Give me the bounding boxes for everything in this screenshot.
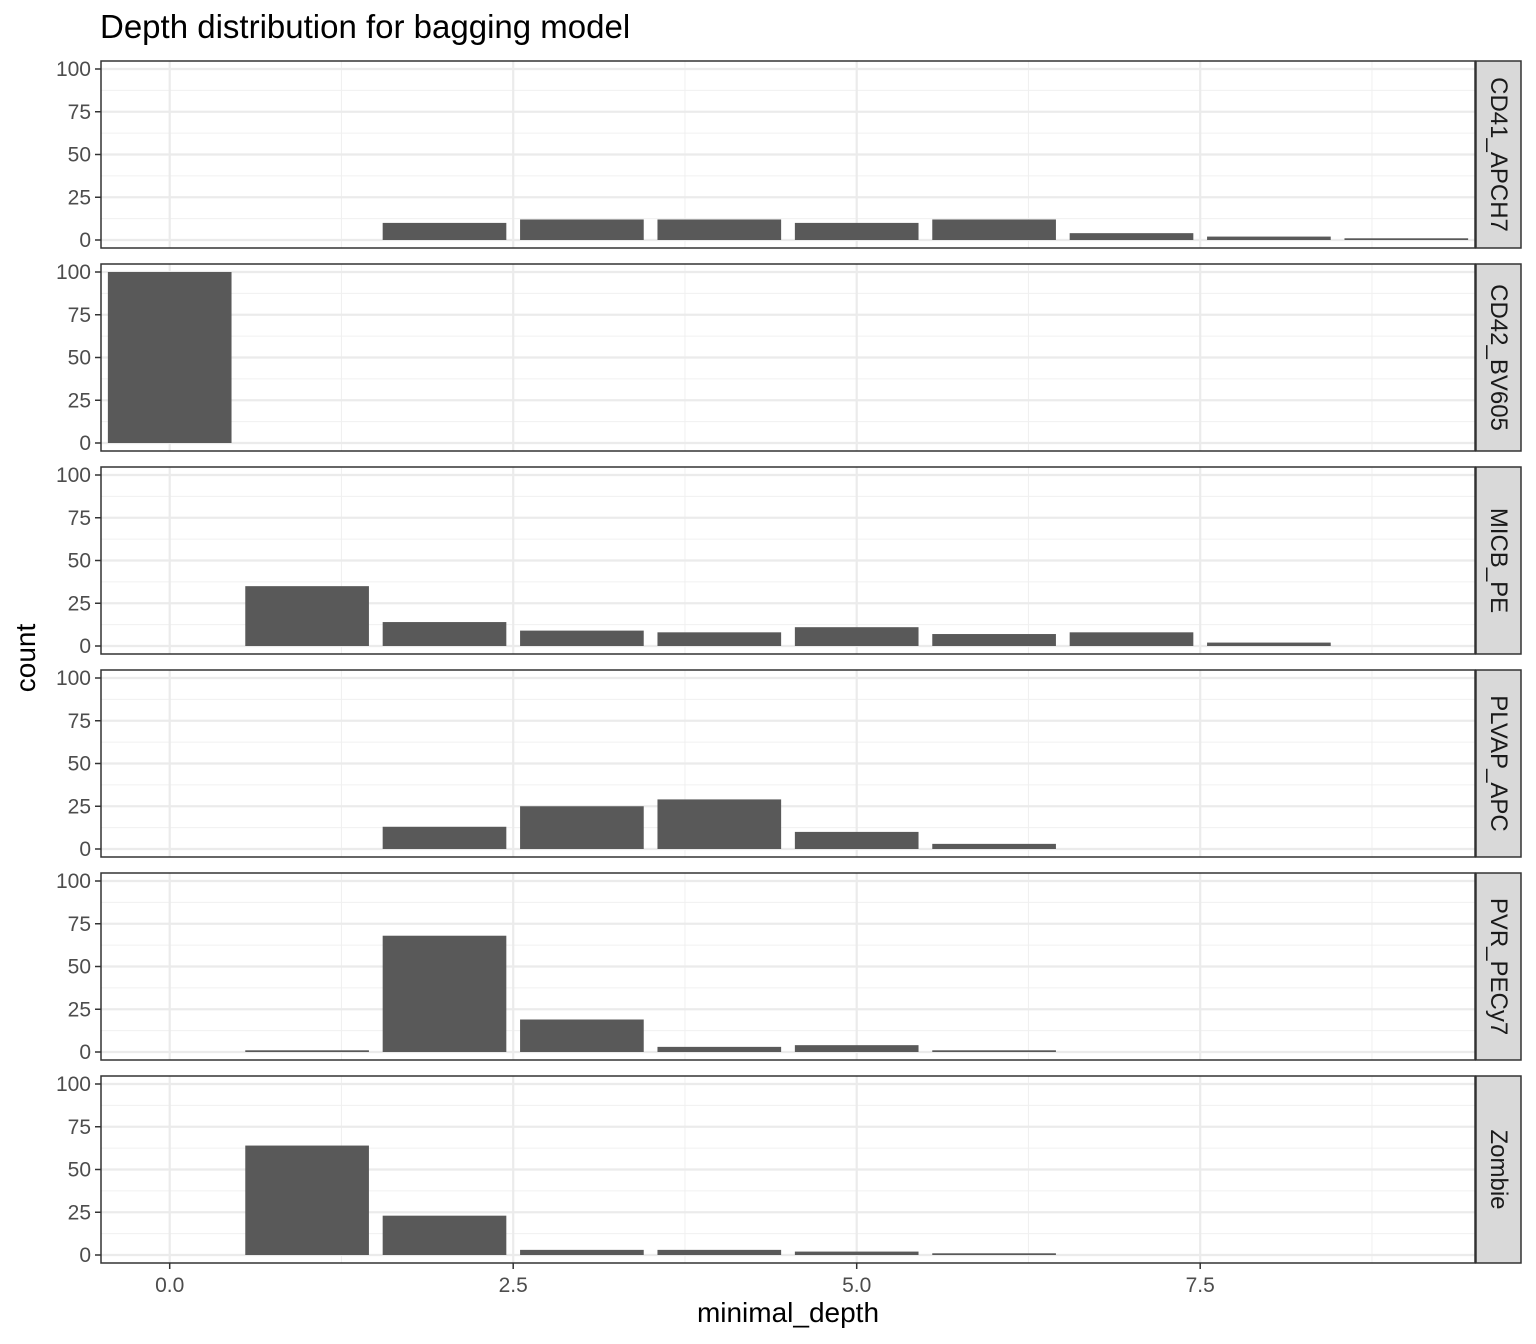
y-tick-label: 0 — [79, 229, 91, 252]
y-tick-label: 75 — [68, 507, 91, 530]
y-tick-label: 50 — [68, 956, 91, 979]
bar — [932, 634, 1056, 646]
bar — [520, 1249, 644, 1255]
facet-strip — [1475, 263, 1522, 452]
bar — [932, 1050, 1056, 1052]
y-tick-label: 100 — [56, 870, 91, 893]
bar — [657, 1046, 782, 1052]
bar — [794, 831, 919, 849]
y-tick-label: 75 — [68, 710, 91, 733]
facet-panel: 0 25 50 75 100 CD42_BV605 — [56, 261, 1522, 455]
facet-strip — [1475, 669, 1522, 858]
y-axis-title: count — [10, 624, 41, 693]
bar — [107, 272, 232, 443]
y-tick-label: 75 — [68, 913, 91, 936]
bar — [245, 1050, 369, 1052]
bar — [1069, 233, 1194, 240]
y-tick-label: 50 — [68, 550, 91, 573]
facet-strip — [1475, 872, 1522, 1061]
bar — [794, 1251, 919, 1255]
x-tick-label: 5.0 — [842, 1274, 871, 1297]
bar — [245, 586, 369, 646]
x-tick-label: 2.5 — [499, 1274, 528, 1297]
bar — [932, 219, 1056, 240]
y-tick-label: 75 — [68, 1116, 91, 1139]
bar — [382, 935, 507, 1052]
bar — [794, 1045, 919, 1052]
bar — [382, 1215, 507, 1255]
facet-panel: 0 25 50 75 100 PLVAP_APC — [56, 667, 1522, 861]
x-tick-label: 0.0 — [155, 1274, 184, 1297]
bar — [932, 1253, 1056, 1255]
facet-strip-label: PLVAP_APC — [1485, 695, 1512, 832]
y-tick-label: 0 — [79, 1041, 91, 1064]
bar — [520, 219, 644, 240]
y-tick-label: 0 — [79, 432, 91, 455]
bar — [794, 627, 919, 646]
y-tick-label: 100 — [56, 667, 91, 690]
y-tick-label: 25 — [68, 795, 91, 818]
bar — [794, 222, 919, 240]
bar — [382, 826, 507, 849]
y-tick-label: 50 — [68, 1159, 91, 1182]
y-tick-label: 50 — [68, 347, 91, 370]
facet-strip-label: CD42_BV605 — [1485, 284, 1512, 431]
bar — [1207, 642, 1331, 646]
facet-strip-label: PVR_PECy7 — [1485, 898, 1512, 1035]
bar — [520, 630, 644, 646]
facet-strip-label: MICB_PE — [1485, 508, 1512, 613]
bar — [1069, 632, 1194, 646]
bar — [657, 632, 782, 646]
y-tick-label: 50 — [68, 144, 91, 167]
y-tick-label: 25 — [68, 186, 91, 209]
y-tick-label: 50 — [68, 753, 91, 776]
y-tick-label: 25 — [68, 1201, 91, 1224]
facet-panel: 0 25 50 75 100 Zombie — [56, 1073, 1522, 1267]
bar — [657, 1249, 782, 1255]
facet-strip — [1475, 60, 1522, 249]
bar — [245, 1145, 369, 1255]
facet-strip — [1475, 1075, 1522, 1264]
facet-strip — [1475, 466, 1522, 655]
facet-panel: 0 25 50 75 100 PVR_PECy7 — [56, 870, 1522, 1064]
chart-title: Depth distribution for bagging model — [100, 8, 630, 45]
y-tick-label: 100 — [56, 464, 91, 487]
x-axis-title: minimal_depth — [697, 1297, 879, 1328]
y-tick-label: 75 — [68, 101, 91, 124]
x-axis: 0.0 2.5 5.0 7.5 — [155, 1263, 1215, 1297]
facet-strip-label: Zombie — [1485, 1129, 1512, 1209]
y-tick-label: 25 — [68, 592, 91, 615]
y-tick-label: 0 — [79, 635, 91, 658]
bar — [520, 806, 644, 849]
y-tick-label: 0 — [79, 838, 91, 861]
x-tick-label: 7.5 — [1186, 1274, 1215, 1297]
y-tick-label: 25 — [68, 389, 91, 412]
bar — [382, 222, 507, 240]
bar — [932, 843, 1056, 849]
facet-panel: 0 25 50 75 100 CD41_APCH7 — [56, 58, 1522, 252]
y-tick-label: 100 — [56, 1073, 91, 1096]
bar — [657, 219, 782, 240]
facet-panel: 0 25 50 75 100 MICB_PE — [56, 464, 1522, 658]
y-tick-label: 100 — [56, 261, 91, 284]
bar — [1207, 236, 1331, 240]
bar — [520, 1019, 644, 1052]
facet-panels: 0 25 50 75 100 CD41_APCH7 0 25 50 75 100 CD42_BV605… — [56, 58, 1522, 1267]
y-tick-label: 75 — [68, 304, 91, 327]
bar — [1344, 238, 1469, 240]
facet-strip-label: CD41_APCH7 — [1485, 77, 1512, 232]
y-tick-label: 0 — [79, 1244, 91, 1267]
y-tick-label: 100 — [56, 58, 91, 81]
bar — [657, 799, 782, 849]
y-tick-label: 25 — [68, 998, 91, 1021]
bar — [382, 622, 507, 646]
